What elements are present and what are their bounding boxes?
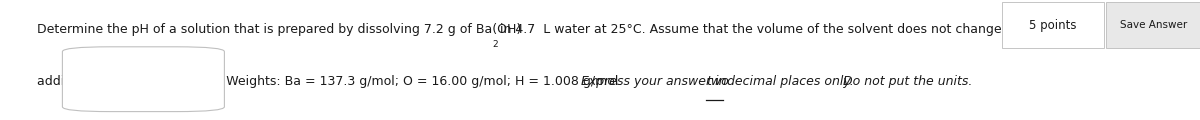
Text: Express your answer in: Express your answer in: [581, 75, 731, 88]
Text: Determine the pH of a solution that is prepared by dissolving 7.2 g of Ba(OH): Determine the pH of a solution that is p…: [37, 24, 521, 36]
FancyBboxPatch shape: [1106, 2, 1200, 48]
Text: addition of the solute. Atomic Weights: Ba = 137.3 g/mol; O = 16.00 g/mol; H = 1: addition of the solute. Atomic Weights: …: [37, 75, 626, 88]
Text: Do not put the units.: Do not put the units.: [842, 75, 972, 88]
Text: 2: 2: [492, 40, 498, 49]
Text: Save Answer: Save Answer: [1120, 20, 1187, 30]
FancyBboxPatch shape: [62, 47, 224, 112]
FancyBboxPatch shape: [1002, 2, 1104, 48]
Text: in 4.7  L water at 25°C. Assume that the volume of the solvent does not change u: in 4.7 L water at 25°C. Assume that the …: [497, 24, 1037, 36]
Text: two: two: [707, 75, 730, 88]
Text: 5 points: 5 points: [1030, 19, 1076, 32]
Text: decimal places only.: decimal places only.: [722, 75, 858, 88]
